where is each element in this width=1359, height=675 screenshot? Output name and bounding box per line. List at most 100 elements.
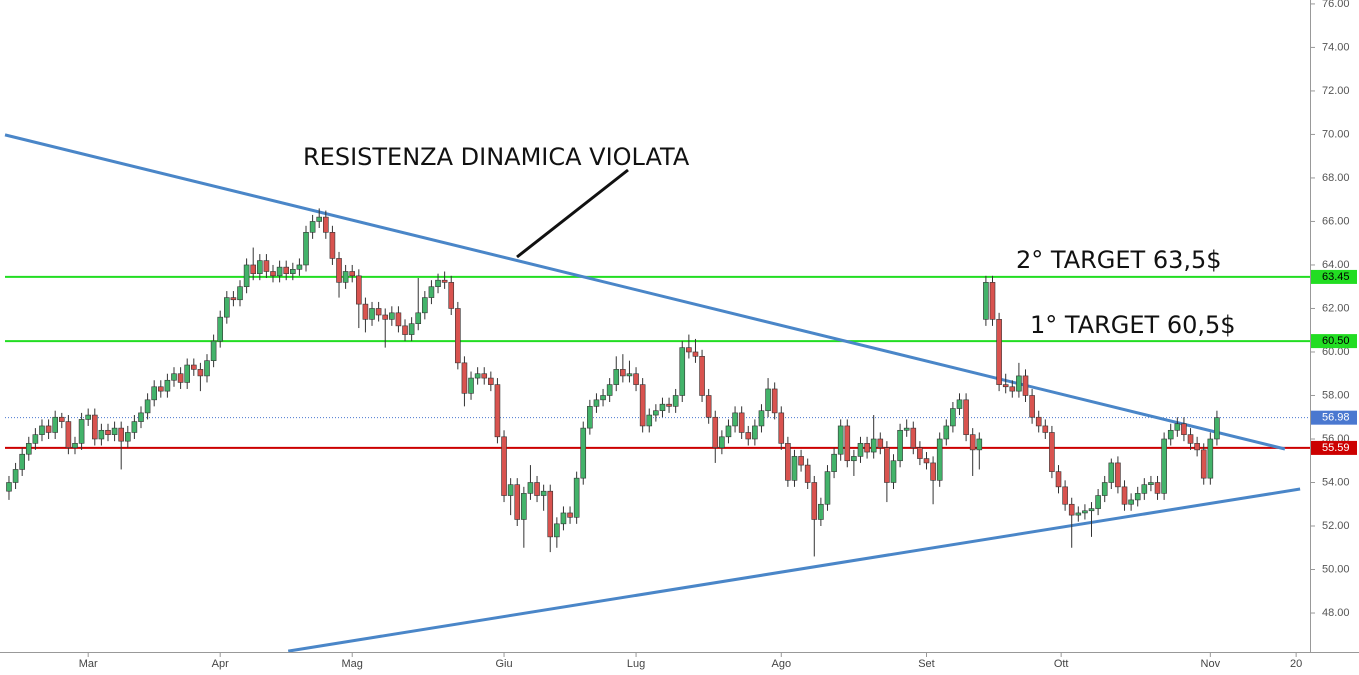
candle-body xyxy=(1042,425,1049,433)
candle-body xyxy=(646,414,653,427)
candle-body xyxy=(969,434,976,451)
candle-body xyxy=(78,419,85,444)
candle-body xyxy=(250,264,257,274)
y-tick-label: 72.00 xyxy=(1322,85,1350,97)
x-tick-label: Mag xyxy=(342,658,363,670)
candle-body xyxy=(554,523,560,538)
candle-body xyxy=(771,388,778,414)
candle-body xyxy=(488,377,494,385)
candle-body xyxy=(653,410,659,416)
candle-body xyxy=(65,421,72,448)
candle-body xyxy=(686,347,692,353)
candle-body xyxy=(1167,429,1174,440)
candle-body xyxy=(705,395,712,418)
candle-body xyxy=(580,427,587,479)
x-tick-label: Set xyxy=(918,658,935,670)
candle-body xyxy=(917,447,923,459)
candle-body xyxy=(738,412,745,433)
candle-body xyxy=(204,360,210,377)
candle-body xyxy=(481,373,488,379)
candle-body xyxy=(1088,508,1095,512)
x-tick-label: Apr xyxy=(212,658,229,670)
candle-body xyxy=(732,412,738,427)
candle-body xyxy=(1214,417,1220,440)
y-tick-label: 48.00 xyxy=(1322,607,1350,619)
candle-body xyxy=(428,286,435,298)
candle-body xyxy=(943,425,950,440)
candle-body xyxy=(837,425,844,455)
candle-body xyxy=(1108,462,1115,483)
candle-body xyxy=(936,438,943,481)
candle-body xyxy=(956,399,963,409)
y-tick-label: 74.00 xyxy=(1322,41,1350,53)
candle-body xyxy=(791,456,798,481)
candle-body xyxy=(831,453,837,472)
candle-body xyxy=(52,416,58,433)
level-label-box xyxy=(1311,410,1357,425)
candle-body xyxy=(494,384,501,438)
y-tick-label: 60.00 xyxy=(1322,346,1350,358)
candle-body xyxy=(435,279,441,288)
candle-body xyxy=(382,314,389,320)
candle-body xyxy=(804,464,811,483)
candle-body xyxy=(910,427,917,448)
candle-body xyxy=(455,308,461,364)
candle-body xyxy=(1022,375,1029,396)
candle-body xyxy=(448,282,455,309)
candle-body xyxy=(25,443,32,455)
candle-body xyxy=(1082,510,1088,514)
candle-body xyxy=(270,271,276,277)
candle-body xyxy=(587,406,593,429)
candle-body xyxy=(864,443,870,453)
level-label: 56.98 xyxy=(1322,412,1350,424)
candle-body xyxy=(1174,423,1181,431)
candle-body xyxy=(593,399,600,407)
candle-body xyxy=(336,258,342,283)
candle-body xyxy=(534,482,540,496)
candle-body xyxy=(712,416,719,448)
level-label-box xyxy=(1311,334,1357,349)
annotation: RESISTENZA DINAMICA VIOLATA xyxy=(303,143,690,171)
candle-body xyxy=(613,369,620,385)
candle-body xyxy=(164,379,171,392)
candle-body xyxy=(6,482,12,492)
level-label-box xyxy=(1311,440,1357,455)
candle-body xyxy=(309,221,316,233)
candle-body xyxy=(157,386,164,392)
y-tick-label: 68.00 xyxy=(1322,172,1350,184)
candle-body xyxy=(105,429,111,435)
candle-body xyxy=(441,279,448,283)
y-tick-label: 54.00 xyxy=(1322,476,1350,488)
candle-body xyxy=(672,395,679,407)
candle-body xyxy=(1115,462,1121,488)
candle-body xyxy=(521,493,527,520)
candle-body xyxy=(290,269,296,274)
candle-body xyxy=(1128,499,1134,505)
candle-body xyxy=(1049,432,1055,472)
candle-body xyxy=(323,216,329,233)
candle-body xyxy=(699,356,705,396)
candle-body xyxy=(1068,503,1075,516)
candle-body xyxy=(745,432,752,440)
candle-body xyxy=(719,436,725,448)
level-label: 60.50 xyxy=(1322,335,1350,347)
candle-body xyxy=(402,325,408,335)
candle-body xyxy=(1016,375,1022,392)
candle-body xyxy=(778,412,785,444)
candle-body xyxy=(725,425,732,438)
candle-body xyxy=(923,458,930,464)
candle-body xyxy=(118,427,124,442)
candle-body xyxy=(230,297,237,301)
candle-body xyxy=(85,414,91,420)
candle-body xyxy=(243,264,250,288)
y-tick-label: 52.00 xyxy=(1322,520,1350,532)
x-tick-label: Giu xyxy=(495,658,512,670)
candle-body xyxy=(111,427,118,435)
candle-body xyxy=(1101,482,1108,496)
candle-body xyxy=(639,384,646,427)
candle-body xyxy=(395,312,402,327)
candle-body xyxy=(303,232,309,266)
candle-body xyxy=(422,297,428,314)
candle-body xyxy=(138,412,144,422)
